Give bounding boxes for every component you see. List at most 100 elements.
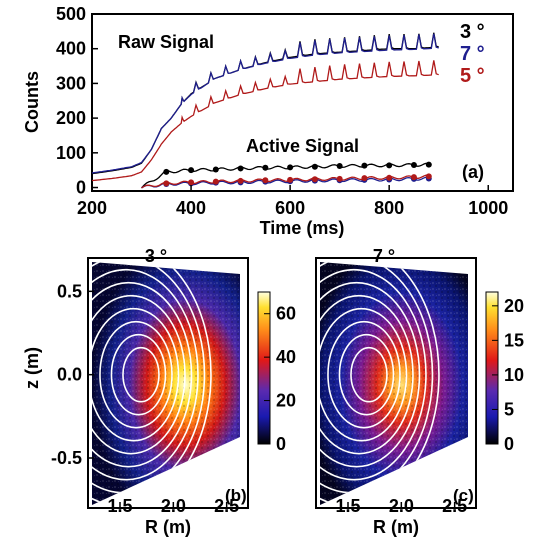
flux-contour (92, 281, 193, 468)
colorbar-tick-label: 15 (504, 330, 524, 350)
flux-contour (92, 268, 199, 481)
flux-contour (92, 307, 180, 442)
y-tick-label: 400 (56, 39, 86, 59)
panel-a-frame (91, 13, 514, 192)
panel-c-heatmap: 7 ° 1.5 2.0 2.5 0 5 10 15 20 (c) R (m) (315, 246, 524, 537)
active-signal-annotation: Active Signal (246, 136, 359, 156)
raw-signal-annotation: Raw Signal (118, 32, 214, 52)
series-line-5 (141, 174, 430, 189)
series-point-5-2 (188, 179, 195, 186)
series-point-3-6 (287, 164, 294, 171)
series-point-5-11 (410, 174, 417, 181)
colorbar-tick-label: 20 (276, 391, 296, 411)
series-line-1 (91, 33, 439, 174)
x-tick-label: 200 (77, 198, 107, 218)
series-point-3-10 (386, 162, 393, 169)
series-line-3 (141, 162, 430, 189)
y-tick-label: 200 (56, 108, 86, 128)
panel-b-title: 3 ° (145, 246, 167, 266)
x-tick-label: 800 (374, 198, 404, 218)
colorbar-tick-label: 0 (276, 434, 286, 454)
series-point-5-10 (386, 174, 393, 181)
y-tick-label: 0 (76, 178, 86, 198)
flux-contour (92, 262, 212, 505)
flux-contour (320, 281, 421, 468)
panel-a-ticks: 200 400 600 800 1000 0 100 200 300 400 500 (56, 4, 508, 218)
panel-b-colorbar-ticks: 0 20 40 60 (264, 304, 296, 454)
panel-b-frame (87, 257, 249, 509)
series-point-3-12 (425, 161, 432, 168)
legend-7deg: 7 ° (460, 43, 485, 65)
legend-3deg: 3 ° (460, 21, 485, 43)
colorbar-tick-label: 20 (504, 296, 524, 316)
panel-a-series (91, 32, 439, 189)
colorbar-tick-label: 0 (504, 434, 514, 454)
flux-contour (92, 294, 186, 455)
series-point-5-12 (425, 173, 432, 180)
x-tick-label: 600 (275, 198, 305, 218)
series-point-3-2 (188, 167, 195, 174)
x-tick-label: 400 (176, 198, 206, 218)
colorbar-tick-label: 5 (504, 399, 514, 419)
series-line-2 (91, 60, 439, 182)
series-point-3-8 (336, 163, 343, 170)
series-point-5-9 (361, 175, 368, 182)
flux-contour (320, 262, 440, 505)
panel-b-label: (b) (225, 486, 247, 505)
series-point-3-5 (262, 164, 269, 171)
panel-c-xlabel: R (m) (373, 517, 419, 537)
panel-c-title: 7 ° (373, 246, 395, 266)
series-point-5-6 (287, 176, 294, 183)
x-tick-label: 2.0 (161, 496, 186, 516)
panel-c-frame (315, 257, 477, 509)
series-point-3-3 (212, 166, 219, 173)
flux-contour (338, 333, 395, 416)
colorbar-tick-label: 60 (276, 304, 296, 324)
series-point-5-8 (336, 175, 343, 182)
x-tick-label: 1000 (468, 198, 508, 218)
y-tick-label: 100 (56, 143, 86, 163)
panel-a-label: (a) (462, 162, 484, 182)
panel-c-colorbar-ticks: 0 5 10 15 20 (492, 296, 524, 454)
y-tick-label: -0.5 (51, 448, 82, 468)
flux-contour (320, 294, 414, 455)
flux-contour (122, 346, 160, 403)
y-tick-label: 500 (56, 4, 86, 24)
panel-b-heatmap: 3 ° 1.5 2.0 2.5 -0.5 0.0 0.5 0 20 40 60 (b) R (m… (22, 246, 296, 537)
flux-contour (350, 346, 388, 403)
legend-5deg: 5 ° (460, 65, 485, 87)
series-point-5-4 (237, 177, 244, 184)
flux-contour (99, 320, 173, 429)
x-tick-label: 2.5 (442, 496, 467, 516)
panel-c-image (320, 262, 468, 505)
panel-c-colorbar (485, 291, 499, 445)
colorbar-tick-label: 40 (276, 347, 296, 367)
series-point-5-3 (212, 178, 219, 185)
series-line-4 (141, 176, 430, 189)
series-point-3-1 (163, 168, 170, 175)
flux-contour (110, 333, 167, 416)
series-point-3-9 (361, 162, 368, 169)
x-tick-label: 2.5 (214, 496, 239, 516)
series-point-3-4 (237, 165, 244, 172)
series-point-3-11 (410, 161, 417, 168)
y-tick-label: 0.5 (57, 281, 82, 301)
y-tick-label: 0.0 (57, 365, 82, 385)
x-tick-label: 2.0 (389, 496, 414, 516)
series-point-5-5 (262, 177, 269, 184)
panel-b-ylabel: z (m) (22, 347, 42, 389)
panel-b-colorbar (257, 291, 271, 445)
series-point-5-7 (311, 176, 318, 183)
series-point-3-7 (311, 163, 318, 170)
panel-a-ylabel: Counts (22, 71, 42, 133)
flux-contour (320, 268, 427, 481)
x-tick-label: 1.5 (107, 496, 132, 516)
panel-b-flux-contours (92, 262, 212, 505)
panel-b-ticks: 1.5 2.0 2.5 -0.5 0.0 0.5 (51, 281, 239, 516)
flux-contour (327, 320, 401, 429)
panel-c-ticks: 1.5 2.0 2.5 (335, 496, 467, 516)
flux-contour (320, 307, 408, 442)
series-point-5-1 (163, 180, 170, 187)
panel-a-line-chart: 200 400 600 800 1000 0 100 200 300 400 500 Time (m… (22, 4, 514, 238)
